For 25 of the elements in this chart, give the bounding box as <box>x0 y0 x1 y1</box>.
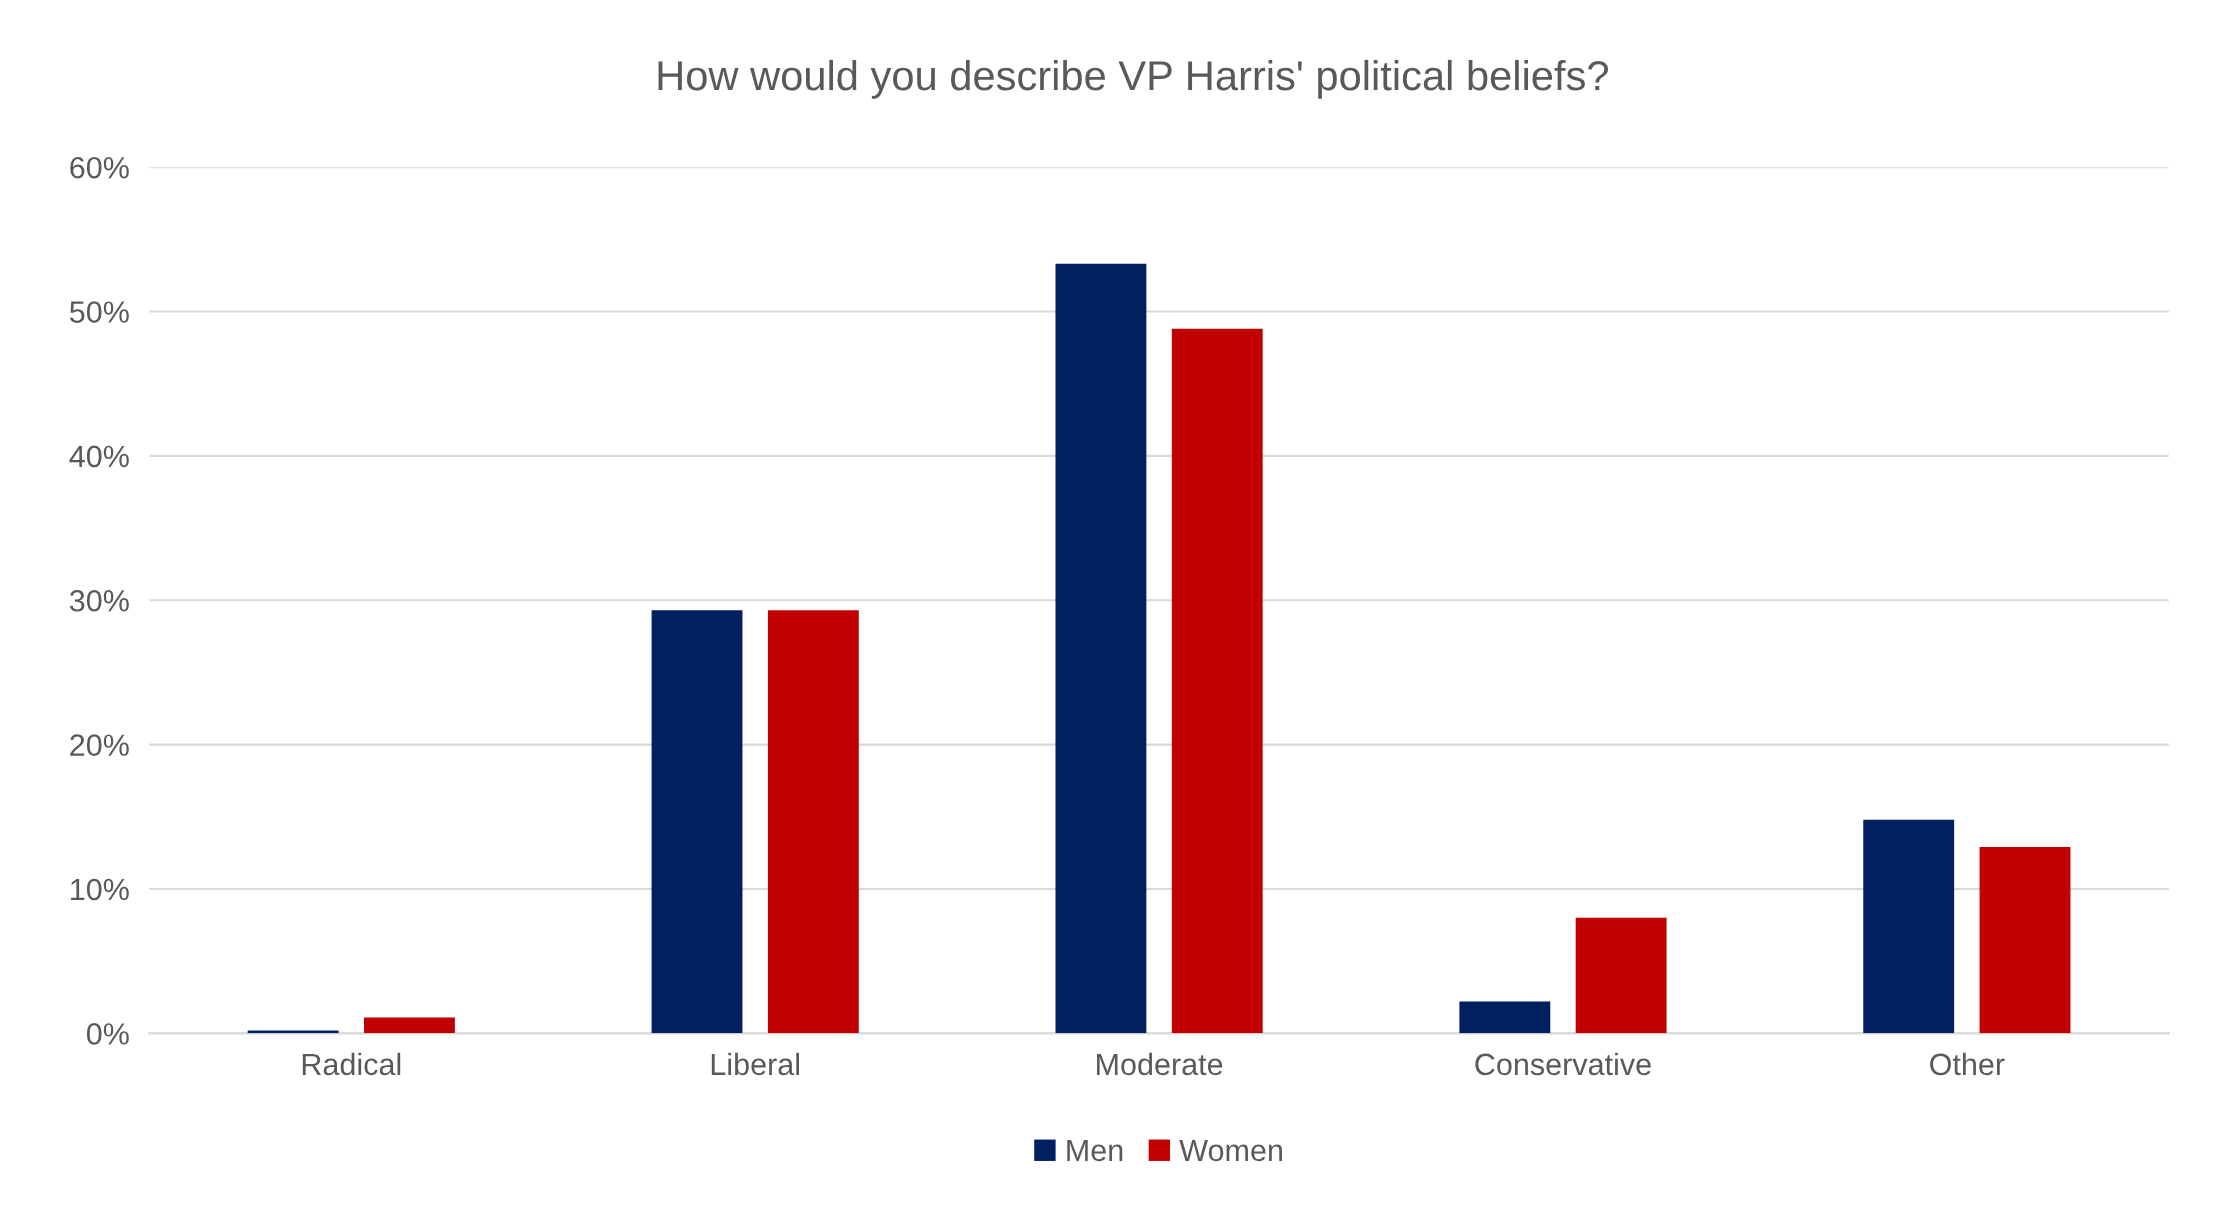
y-tick-label: 30% <box>69 589 129 612</box>
bar <box>1171 328 1263 1034</box>
bar <box>1055 263 1147 1034</box>
legend-label: Men <box>1067 1139 1123 1162</box>
bar <box>364 1017 455 1034</box>
bar <box>1863 819 1955 1034</box>
y-tick-label: 40% <box>69 445 129 468</box>
y-tick-label: 50% <box>69 301 129 323</box>
y-tick-label: 20% <box>70 734 129 756</box>
x-tick-label: Moderate <box>1097 1052 1223 1076</box>
x-tick-label: Conservative <box>1475 1052 1651 1076</box>
bar <box>767 610 859 1034</box>
legend-label: Women <box>1179 1139 1282 1162</box>
y-tick-label: 60% <box>70 156 129 179</box>
bar <box>651 610 743 1034</box>
x-tick-label: Liberal <box>711 1052 800 1076</box>
bar <box>247 1030 339 1034</box>
bar <box>1459 1001 1551 1034</box>
y-tick-label: 0% <box>86 1023 129 1045</box>
y-tick-label: 10% <box>71 878 129 901</box>
bar <box>1979 847 2071 1034</box>
bar <box>1575 917 1667 1034</box>
x-tick-label: Other <box>1930 1052 2005 1076</box>
x-tick-label: Radical <box>302 1052 401 1076</box>
chart-title: How would you describe VP Harris' political beliefs? <box>658 59 1609 99</box>
